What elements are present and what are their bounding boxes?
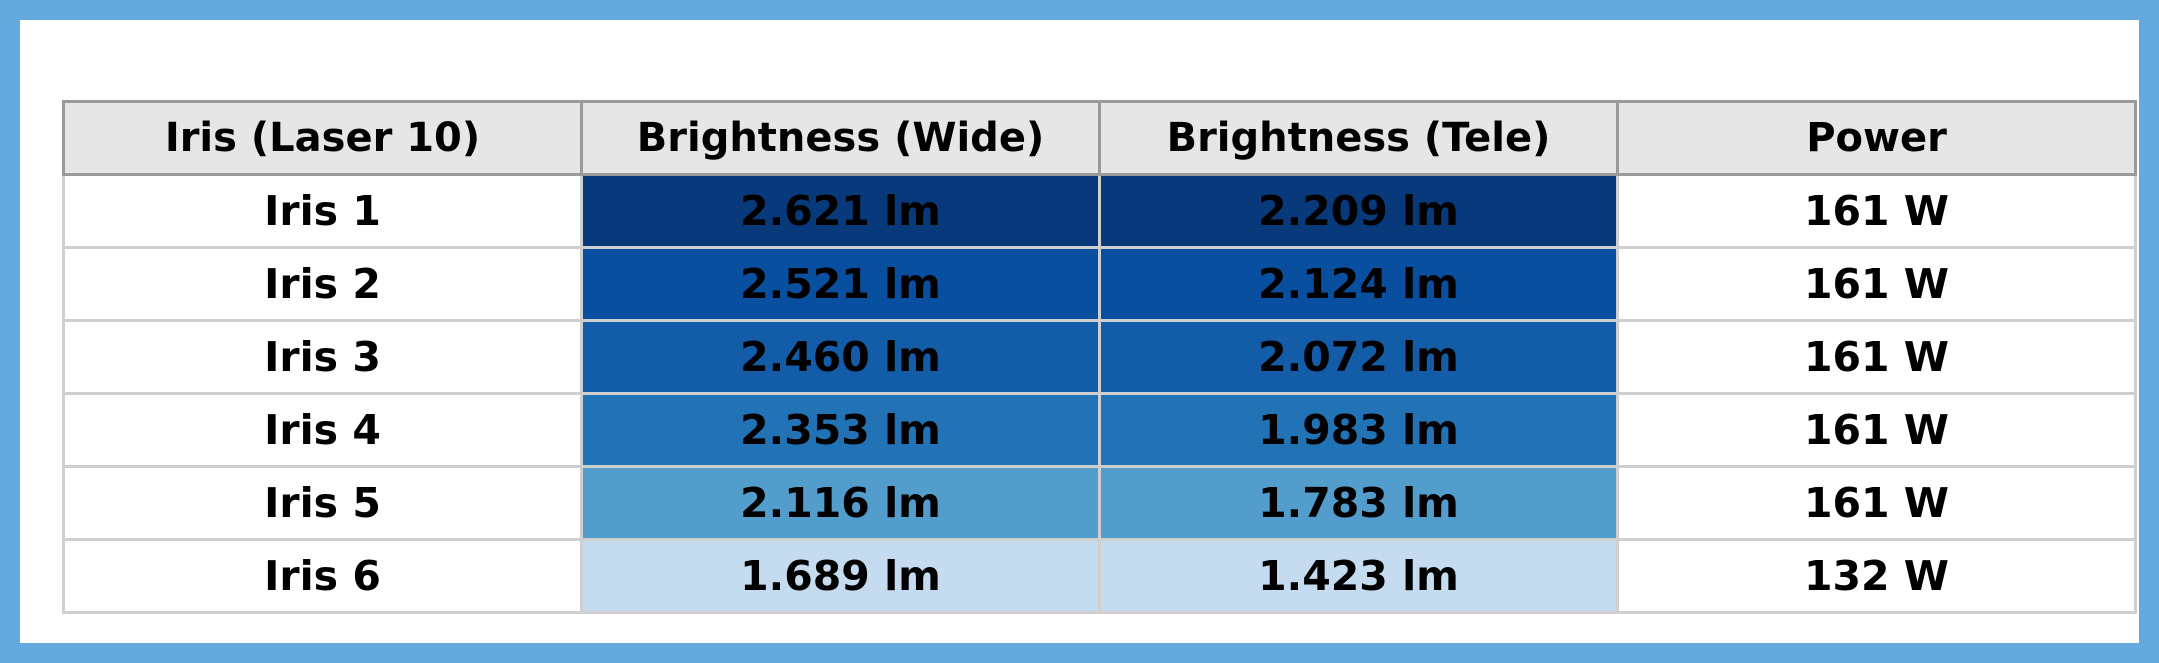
header-brightness-tele: Brightness (Tele) [1098, 100, 1619, 176]
iris-cell: Iris 2 [62, 246, 583, 322]
power-cell: 132 W [1616, 538, 2137, 614]
header-row: Iris (Laser 10) Brightness (Wide) Bright… [62, 100, 2137, 176]
iris-cell: Iris 5 [62, 465, 583, 541]
brightness-wide-cell: 2.116 lm [580, 465, 1101, 541]
brightness-wide-cell: 1.689 lm [580, 538, 1101, 614]
table-row: Iris 1 2.621 lm 2.209 lm 161 W [62, 173, 2137, 249]
brightness-tele-cell: 2.209 lm [1098, 173, 1619, 249]
power-cell: 161 W [1616, 392, 2137, 468]
iris-cell: Iris 6 [62, 538, 583, 614]
brightness-tele-cell: 2.072 lm [1098, 319, 1619, 395]
table-row: Iris 2 2.521 lm 2.124 lm 161 W [62, 246, 2137, 322]
brightness-wide-cell: 2.621 lm [580, 173, 1101, 249]
power-cell: 161 W [1616, 173, 2137, 249]
power-cell: 161 W [1616, 319, 2137, 395]
iris-cell: Iris 1 [62, 173, 583, 249]
table-row: Iris 4 2.353 lm 1.983 lm 161 W [62, 392, 2137, 468]
brightness-table: Iris (Laser 10) Brightness (Wide) Bright… [62, 100, 2137, 614]
brightness-tele-cell: 1.783 lm [1098, 465, 1619, 541]
brightness-tele-cell: 1.423 lm [1098, 538, 1619, 614]
power-cell: 161 W [1616, 465, 2137, 541]
table-row: Iris 5 2.116 lm 1.783 lm 161 W [62, 465, 2137, 541]
brightness-wide-cell: 2.353 lm [580, 392, 1101, 468]
iris-cell: Iris 4 [62, 392, 583, 468]
header-iris: Iris (Laser 10) [62, 100, 583, 176]
brightness-tele-cell: 1.983 lm [1098, 392, 1619, 468]
brightness-tele-cell: 2.124 lm [1098, 246, 1619, 322]
header-brightness-wide: Brightness (Wide) [580, 100, 1101, 176]
table-row: Iris 3 2.460 lm 2.072 lm 161 W [62, 319, 2137, 395]
brightness-wide-cell: 2.460 lm [580, 319, 1101, 395]
header-power: Power [1616, 100, 2137, 176]
brightness-wide-cell: 2.521 lm [580, 246, 1101, 322]
iris-cell: Iris 3 [62, 319, 583, 395]
power-cell: 161 W [1616, 246, 2137, 322]
table-row: Iris 6 1.689 lm 1.423 lm 132 W [62, 538, 2137, 614]
